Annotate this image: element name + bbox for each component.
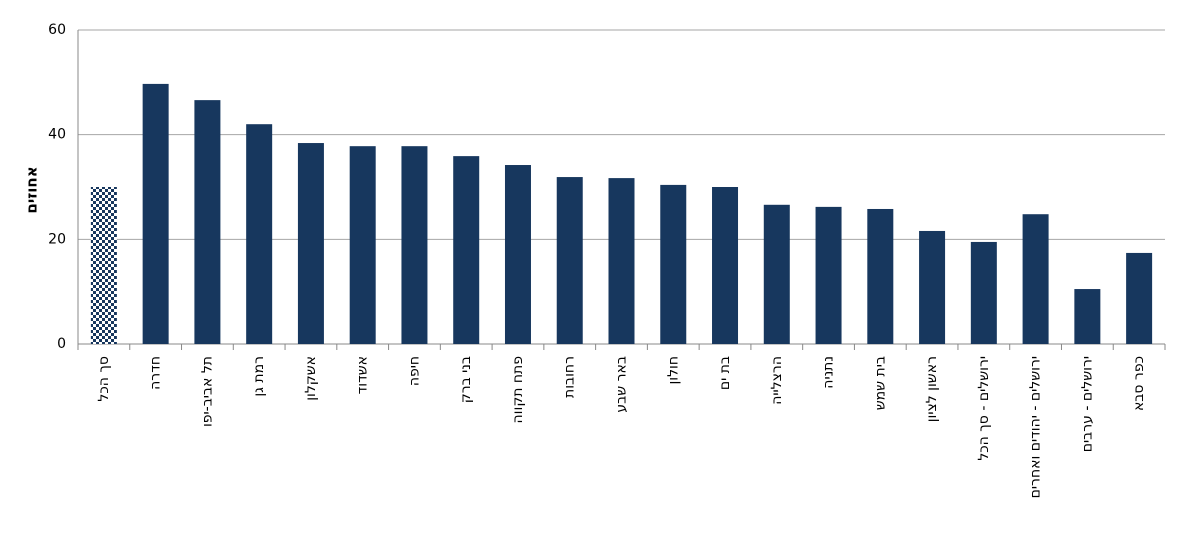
x-tick-label: חיפה <box>406 356 422 386</box>
bar <box>194 100 221 344</box>
bar <box>1022 214 1049 344</box>
bar <box>919 230 946 344</box>
bar <box>660 184 687 344</box>
bar <box>815 206 842 344</box>
bar <box>504 165 531 344</box>
x-tick-label: פתח תקווה <box>510 356 526 423</box>
bar <box>1074 289 1101 344</box>
bar <box>556 177 583 344</box>
x-tick-label: בית שמש <box>872 356 888 410</box>
bar <box>970 241 997 344</box>
x-tick-label: בני ברק <box>458 356 474 403</box>
y-tick-label: 40 <box>48 127 66 143</box>
bar <box>297 143 324 344</box>
bar <box>763 204 790 344</box>
x-tick-label: סך הכל <box>96 356 112 402</box>
x-tick-label: ירושלים - סך הכל <box>976 356 992 461</box>
bar <box>608 178 635 344</box>
x-tick-label: נתניה <box>821 356 837 389</box>
x-tick-label: ירושלים - יהודים ואחרים <box>1028 356 1044 498</box>
x-tick-label: חולון <box>665 356 681 385</box>
y-tick-label: 0 <box>57 336 66 352</box>
bar <box>142 83 169 345</box>
bar <box>401 146 428 344</box>
x-tick-label: הרצלייה <box>769 356 785 405</box>
bar <box>712 187 739 344</box>
bar <box>453 156 480 344</box>
x-tick-label: רמת גן <box>251 356 267 397</box>
bar <box>1126 252 1153 344</box>
y-axis-label: אחוזים <box>23 166 41 213</box>
y-tick-label: 60 <box>48 22 66 38</box>
bar <box>349 146 376 344</box>
x-tick-label: באר שבע <box>614 356 630 413</box>
x-tick-label: ראשון לציון <box>924 356 940 422</box>
x-tick-label: ירושלים - ערבים <box>1079 356 1095 452</box>
bar <box>246 124 273 344</box>
x-tick-label: תל אביב-יפו <box>199 356 215 427</box>
x-tick-label: כפר סבא <box>1131 356 1147 411</box>
x-tick-label: אשדוד <box>355 356 371 394</box>
x-tick-label: חדרה <box>148 356 164 390</box>
x-tick-label: בת ים <box>717 356 733 390</box>
y-tick-label: 20 <box>48 231 66 247</box>
x-tick-label: רחובות <box>562 356 578 398</box>
bar <box>867 208 894 344</box>
bar <box>90 187 117 344</box>
x-tick-label: אשקלון <box>303 356 319 401</box>
